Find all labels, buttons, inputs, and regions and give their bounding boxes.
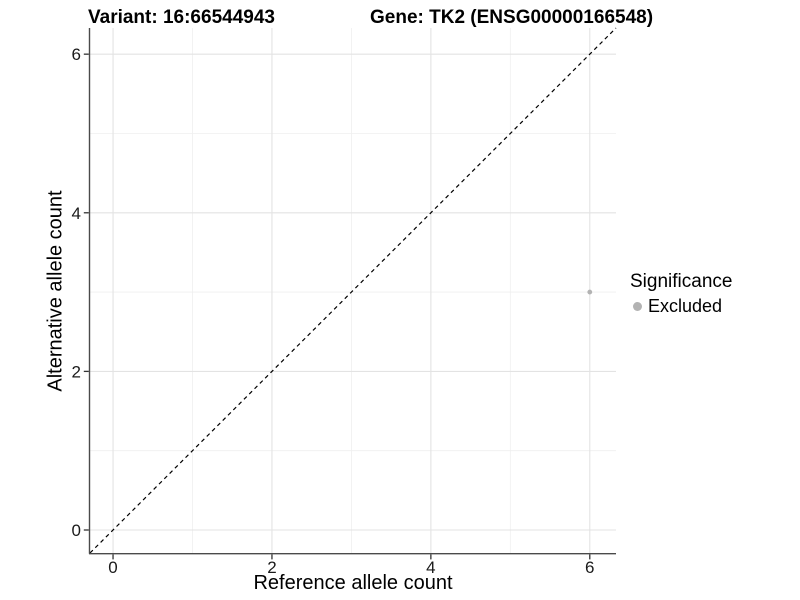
y-axis-title: Alternative allele count bbox=[44, 190, 67, 392]
legend-title: Significance bbox=[630, 271, 733, 292]
plot-title-variant: Variant: 16:66544943 bbox=[88, 7, 275, 28]
x-tick-label: 2 bbox=[267, 558, 276, 577]
x-tick-label: 4 bbox=[426, 558, 435, 577]
legend-key-dot-icon bbox=[633, 302, 642, 311]
data-point bbox=[587, 289, 593, 295]
legend-entry-excluded: Excluded bbox=[630, 296, 732, 317]
legend-entry-label: Excluded bbox=[648, 296, 723, 316]
x-axis-title: Reference allele count bbox=[253, 572, 453, 594]
legend: Significance Excluded bbox=[630, 271, 732, 317]
y-tick-label: 0 bbox=[72, 521, 81, 540]
y-tick-label: 2 bbox=[72, 362, 81, 381]
x-tick-label: 6 bbox=[585, 558, 594, 577]
plot-title-gene: Gene: TK2 (ENSG00000166548) bbox=[370, 7, 654, 28]
y-tick-label: 4 bbox=[72, 204, 81, 223]
identity-dashed-line bbox=[89, 27, 617, 554]
x-tick-label: 0 bbox=[108, 558, 117, 577]
y-tick-label: 6 bbox=[72, 45, 81, 64]
